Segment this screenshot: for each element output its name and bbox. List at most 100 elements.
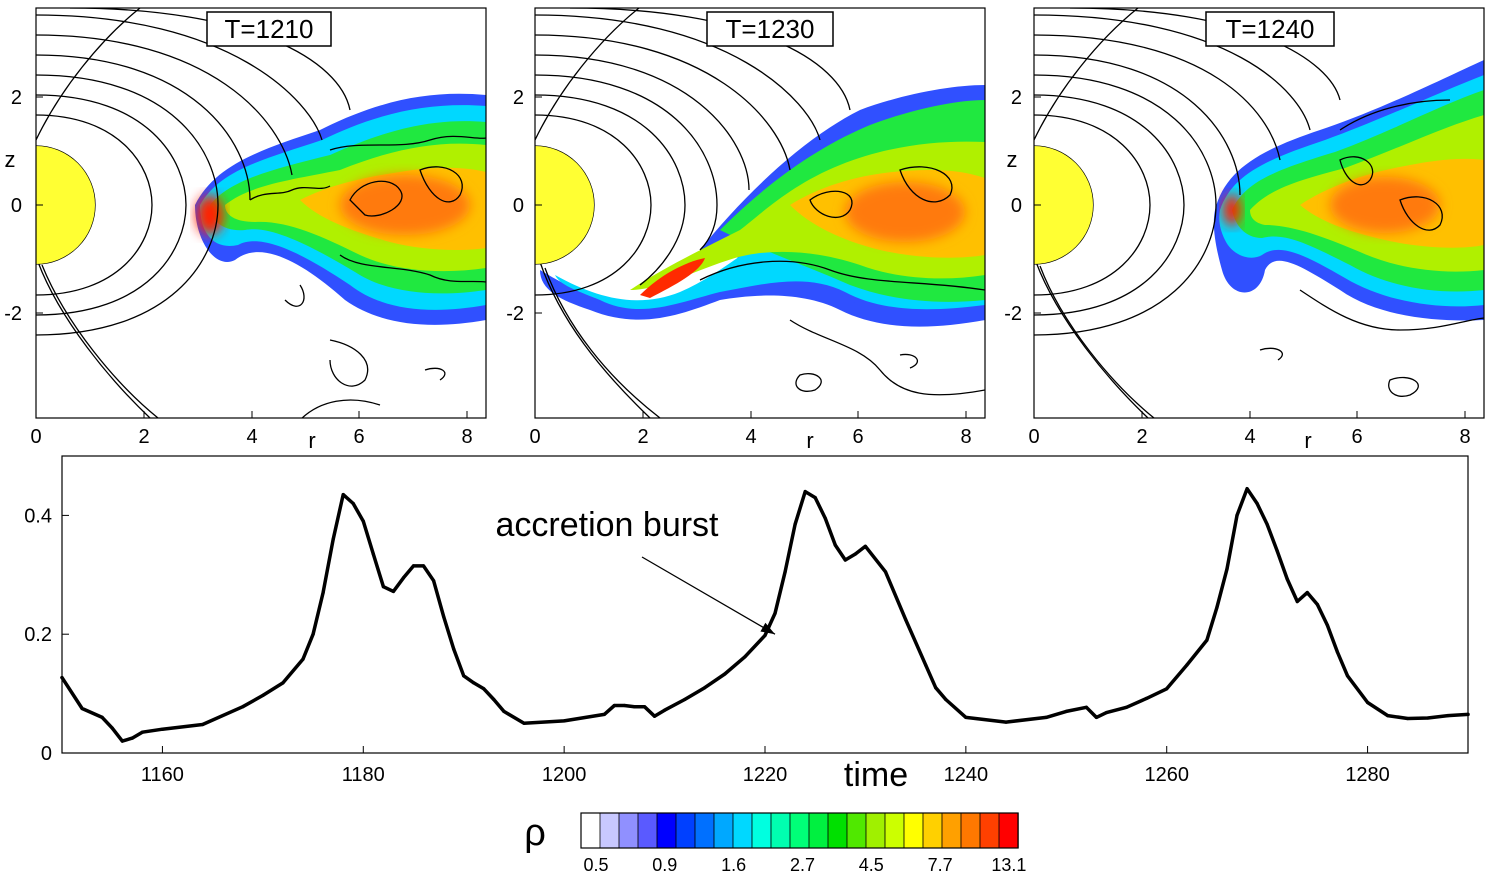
data-point — [562, 719, 566, 723]
colorbar-cell — [808, 812, 829, 849]
time-label: T=1230 — [726, 14, 815, 44]
panel-ticks — [534, 96, 967, 418]
data-point — [1426, 716, 1430, 720]
data-point — [632, 705, 637, 709]
data-point — [904, 617, 908, 622]
data-point — [1315, 602, 1319, 607]
density-field — [36, 8, 486, 418]
colorbar-cell — [865, 812, 886, 849]
colorbar-label: 1.6 — [721, 855, 746, 875]
y-tick-label: 2 — [11, 87, 22, 109]
x-tick-label: 2 — [1136, 426, 1147, 448]
annotation-arrow — [641, 556, 776, 635]
y-tick-label: 0 — [513, 195, 524, 217]
data-point — [391, 589, 395, 594]
colorbar-cell — [656, 812, 677, 849]
density-panel-t1210: T=1210 0 2 4 6 8 r 2 0 -2 z — [4, 7, 487, 453]
data-point — [482, 687, 486, 691]
colorbar-cell — [751, 812, 772, 849]
x-tick-label: 0 — [1028, 426, 1039, 448]
colorbar-labels: 0.5 0.9 1.6 2.7 4.5 7.7 13.1 — [583, 855, 1026, 875]
x-axis-label: r — [1304, 428, 1311, 453]
x-axis-label: r — [308, 428, 315, 453]
data-point — [1325, 623, 1329, 627]
field-lines — [36, 8, 486, 418]
x-tick-label: 8 — [960, 426, 971, 448]
data-point — [100, 715, 104, 720]
data-point — [1305, 591, 1309, 595]
colorbar-cell — [618, 812, 639, 849]
colorbar-label: 7.7 — [928, 855, 953, 875]
x-tick-label: 0 — [529, 426, 540, 448]
data-point — [813, 496, 817, 500]
data-point — [743, 655, 747, 659]
x-tick-label: 6 — [852, 426, 863, 448]
data-point — [602, 712, 606, 717]
time-label-box: T=1230 — [706, 11, 834, 47]
density-field — [535, 8, 985, 418]
colorbar-cell — [789, 812, 810, 849]
data-point — [381, 585, 385, 589]
data-point — [1145, 696, 1149, 701]
data-point — [763, 633, 767, 638]
y-axis-label: z — [5, 147, 16, 172]
data-point — [1295, 599, 1299, 604]
y-tick-label: 2 — [513, 87, 524, 109]
x-tick-label: 4 — [745, 426, 756, 448]
data-point — [130, 736, 134, 740]
data-point — [773, 611, 777, 616]
data-point — [1446, 714, 1450, 718]
data-point — [1285, 577, 1289, 581]
colorbar-cell — [903, 812, 924, 849]
x-tick-label: 0 — [30, 426, 41, 448]
data-point — [723, 672, 727, 676]
colorbar-cells — [580, 812, 1019, 849]
y-tick-label: 2 — [1011, 87, 1022, 109]
data-point — [341, 493, 345, 497]
colorbar-cell — [637, 812, 658, 849]
x-tick-labels: 0 2 4 6 8 — [30, 426, 472, 448]
x-tick-label: 2 — [637, 426, 648, 448]
data-point — [683, 697, 687, 702]
colorbar-cell — [960, 812, 981, 849]
time-label-box: T=1210 — [206, 11, 332, 47]
data-point — [1345, 674, 1350, 678]
data-point — [492, 697, 496, 702]
data-point — [160, 727, 164, 731]
annotation-arrowhead — [760, 622, 775, 635]
x-tick-label: 8 — [461, 426, 472, 448]
data-point — [1225, 567, 1229, 571]
series-points — [60, 487, 1470, 743]
data-point — [1205, 638, 1209, 642]
data-point — [652, 714, 657, 718]
panel-frame — [1033, 7, 1485, 419]
data-point — [934, 686, 938, 690]
y-tick-labels: 2 0 -2 — [506, 87, 524, 325]
data-point — [1094, 715, 1098, 720]
y-tick-label: -2 — [4, 303, 22, 325]
data-point — [1185, 663, 1189, 667]
colorbar-cell — [599, 812, 620, 849]
x-tick-label: 1240 — [944, 764, 989, 786]
x-tick-label: 4 — [1244, 426, 1255, 448]
data-point — [1255, 501, 1259, 506]
colorbar-cell — [827, 812, 848, 849]
data-point — [522, 721, 526, 725]
data-point — [140, 730, 144, 734]
series-line — [60, 486, 1470, 743]
density-plume — [1213, 60, 1484, 321]
colorbar-label: 2.7 — [790, 855, 815, 875]
x-axis-label: r — [806, 428, 813, 453]
annotation-text: accretion burst — [496, 506, 720, 544]
data-point — [110, 726, 114, 730]
data-point — [833, 543, 837, 547]
colorbar-cell — [846, 812, 867, 849]
y-tick-labels: 2 0 -2 — [4, 87, 22, 325]
data-point — [843, 558, 847, 562]
data-point — [1275, 549, 1279, 553]
y-tick-label: 0.4 — [24, 505, 52, 527]
data-point — [321, 591, 325, 595]
colorbar-cell — [998, 812, 1019, 849]
x-tick-label: 6 — [353, 426, 364, 448]
